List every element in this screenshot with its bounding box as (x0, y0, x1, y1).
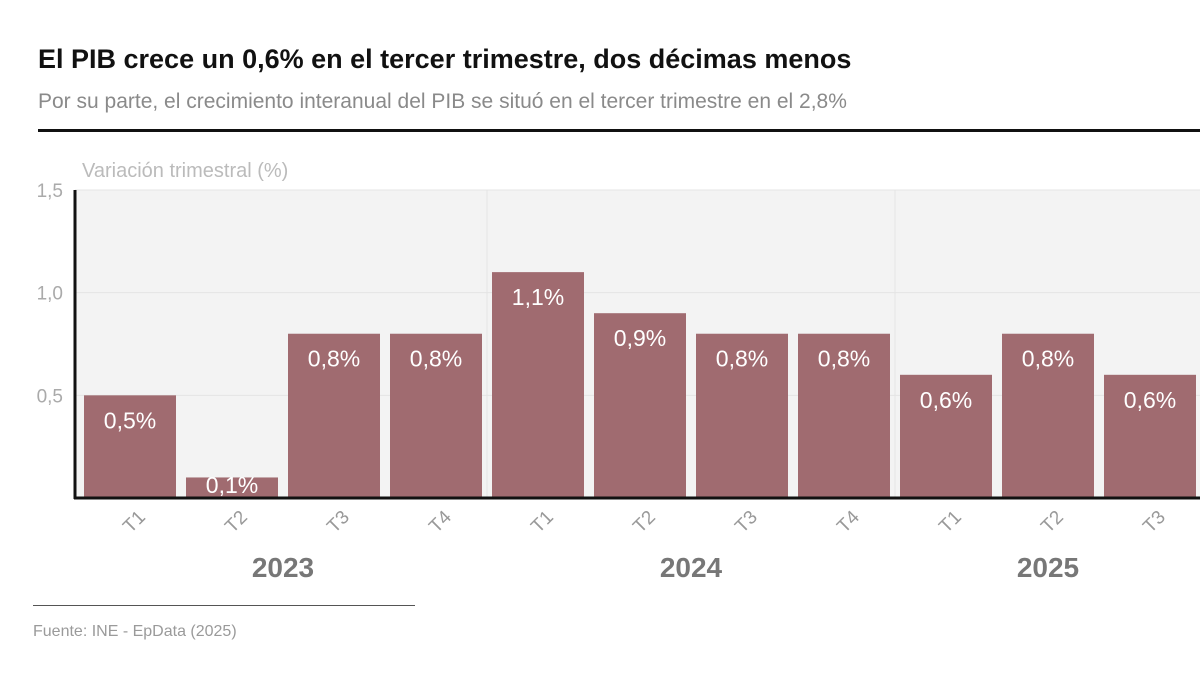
x-tick-label: T3 (1139, 507, 1170, 538)
bar (900, 374, 992, 498)
bar (84, 395, 176, 498)
x-tick-label: T2 (1037, 507, 1068, 538)
bar (594, 313, 686, 498)
bar (492, 272, 584, 498)
year-label: 2023 (252, 552, 314, 583)
chart-subtitle: Por su parte, el crecimiento interanual … (38, 90, 847, 113)
source-note: Fuente: INE - EpData (2025) (33, 623, 237, 640)
bar (1104, 374, 1196, 498)
data-label: 0,8% (818, 346, 870, 372)
bar (1002, 333, 1094, 498)
data-label: 0,8% (716, 346, 768, 372)
x-tick-label: T3 (323, 507, 354, 538)
bars: 0,5% 0,1% 0,8% 0,8% 1,1% 0,9% 0,8% 0,8% 0,6% 0,8%… (84, 272, 1196, 498)
year-label: 2024 (660, 552, 723, 583)
bar (390, 333, 482, 498)
y-tick-label: 1,5 (37, 181, 63, 202)
data-label: 0,8% (308, 346, 360, 372)
bar (186, 477, 278, 498)
x-tick-label: T2 (629, 507, 660, 538)
chart-title: El PIB crece un 0,6% en el tercer trimes… (38, 44, 852, 74)
x-tick-label: T1 (119, 507, 150, 538)
data-label: 0,1% (206, 472, 258, 498)
x-tick-label: T1 (935, 507, 966, 538)
bar (288, 333, 380, 498)
bar (696, 333, 788, 498)
x-tick-label: T1 (527, 507, 558, 538)
x-tick-label: T4 (425, 507, 456, 538)
title-divider (38, 129, 1200, 132)
bar (798, 333, 890, 498)
x-tick-label: T2 (221, 507, 252, 538)
data-label: 0,8% (410, 346, 462, 372)
data-label: 0,6% (920, 387, 972, 413)
y-axis-title: Variación trimestral (%) (82, 160, 288, 182)
source-divider (33, 605, 415, 606)
x-tick-label: T4 (833, 507, 864, 538)
y-tick-label: 0,5 (37, 386, 63, 407)
data-label: 0,9% (614, 325, 666, 351)
data-label: 0,5% (104, 407, 156, 433)
data-label: 0,8% (1022, 346, 1074, 372)
year-label: 2025 (1017, 552, 1079, 583)
x-tick-label: T3 (731, 507, 762, 538)
data-label: 0,6% (1124, 387, 1176, 413)
data-label: 1,1% (512, 284, 564, 310)
y-tick-label: 1,0 (37, 284, 63, 305)
